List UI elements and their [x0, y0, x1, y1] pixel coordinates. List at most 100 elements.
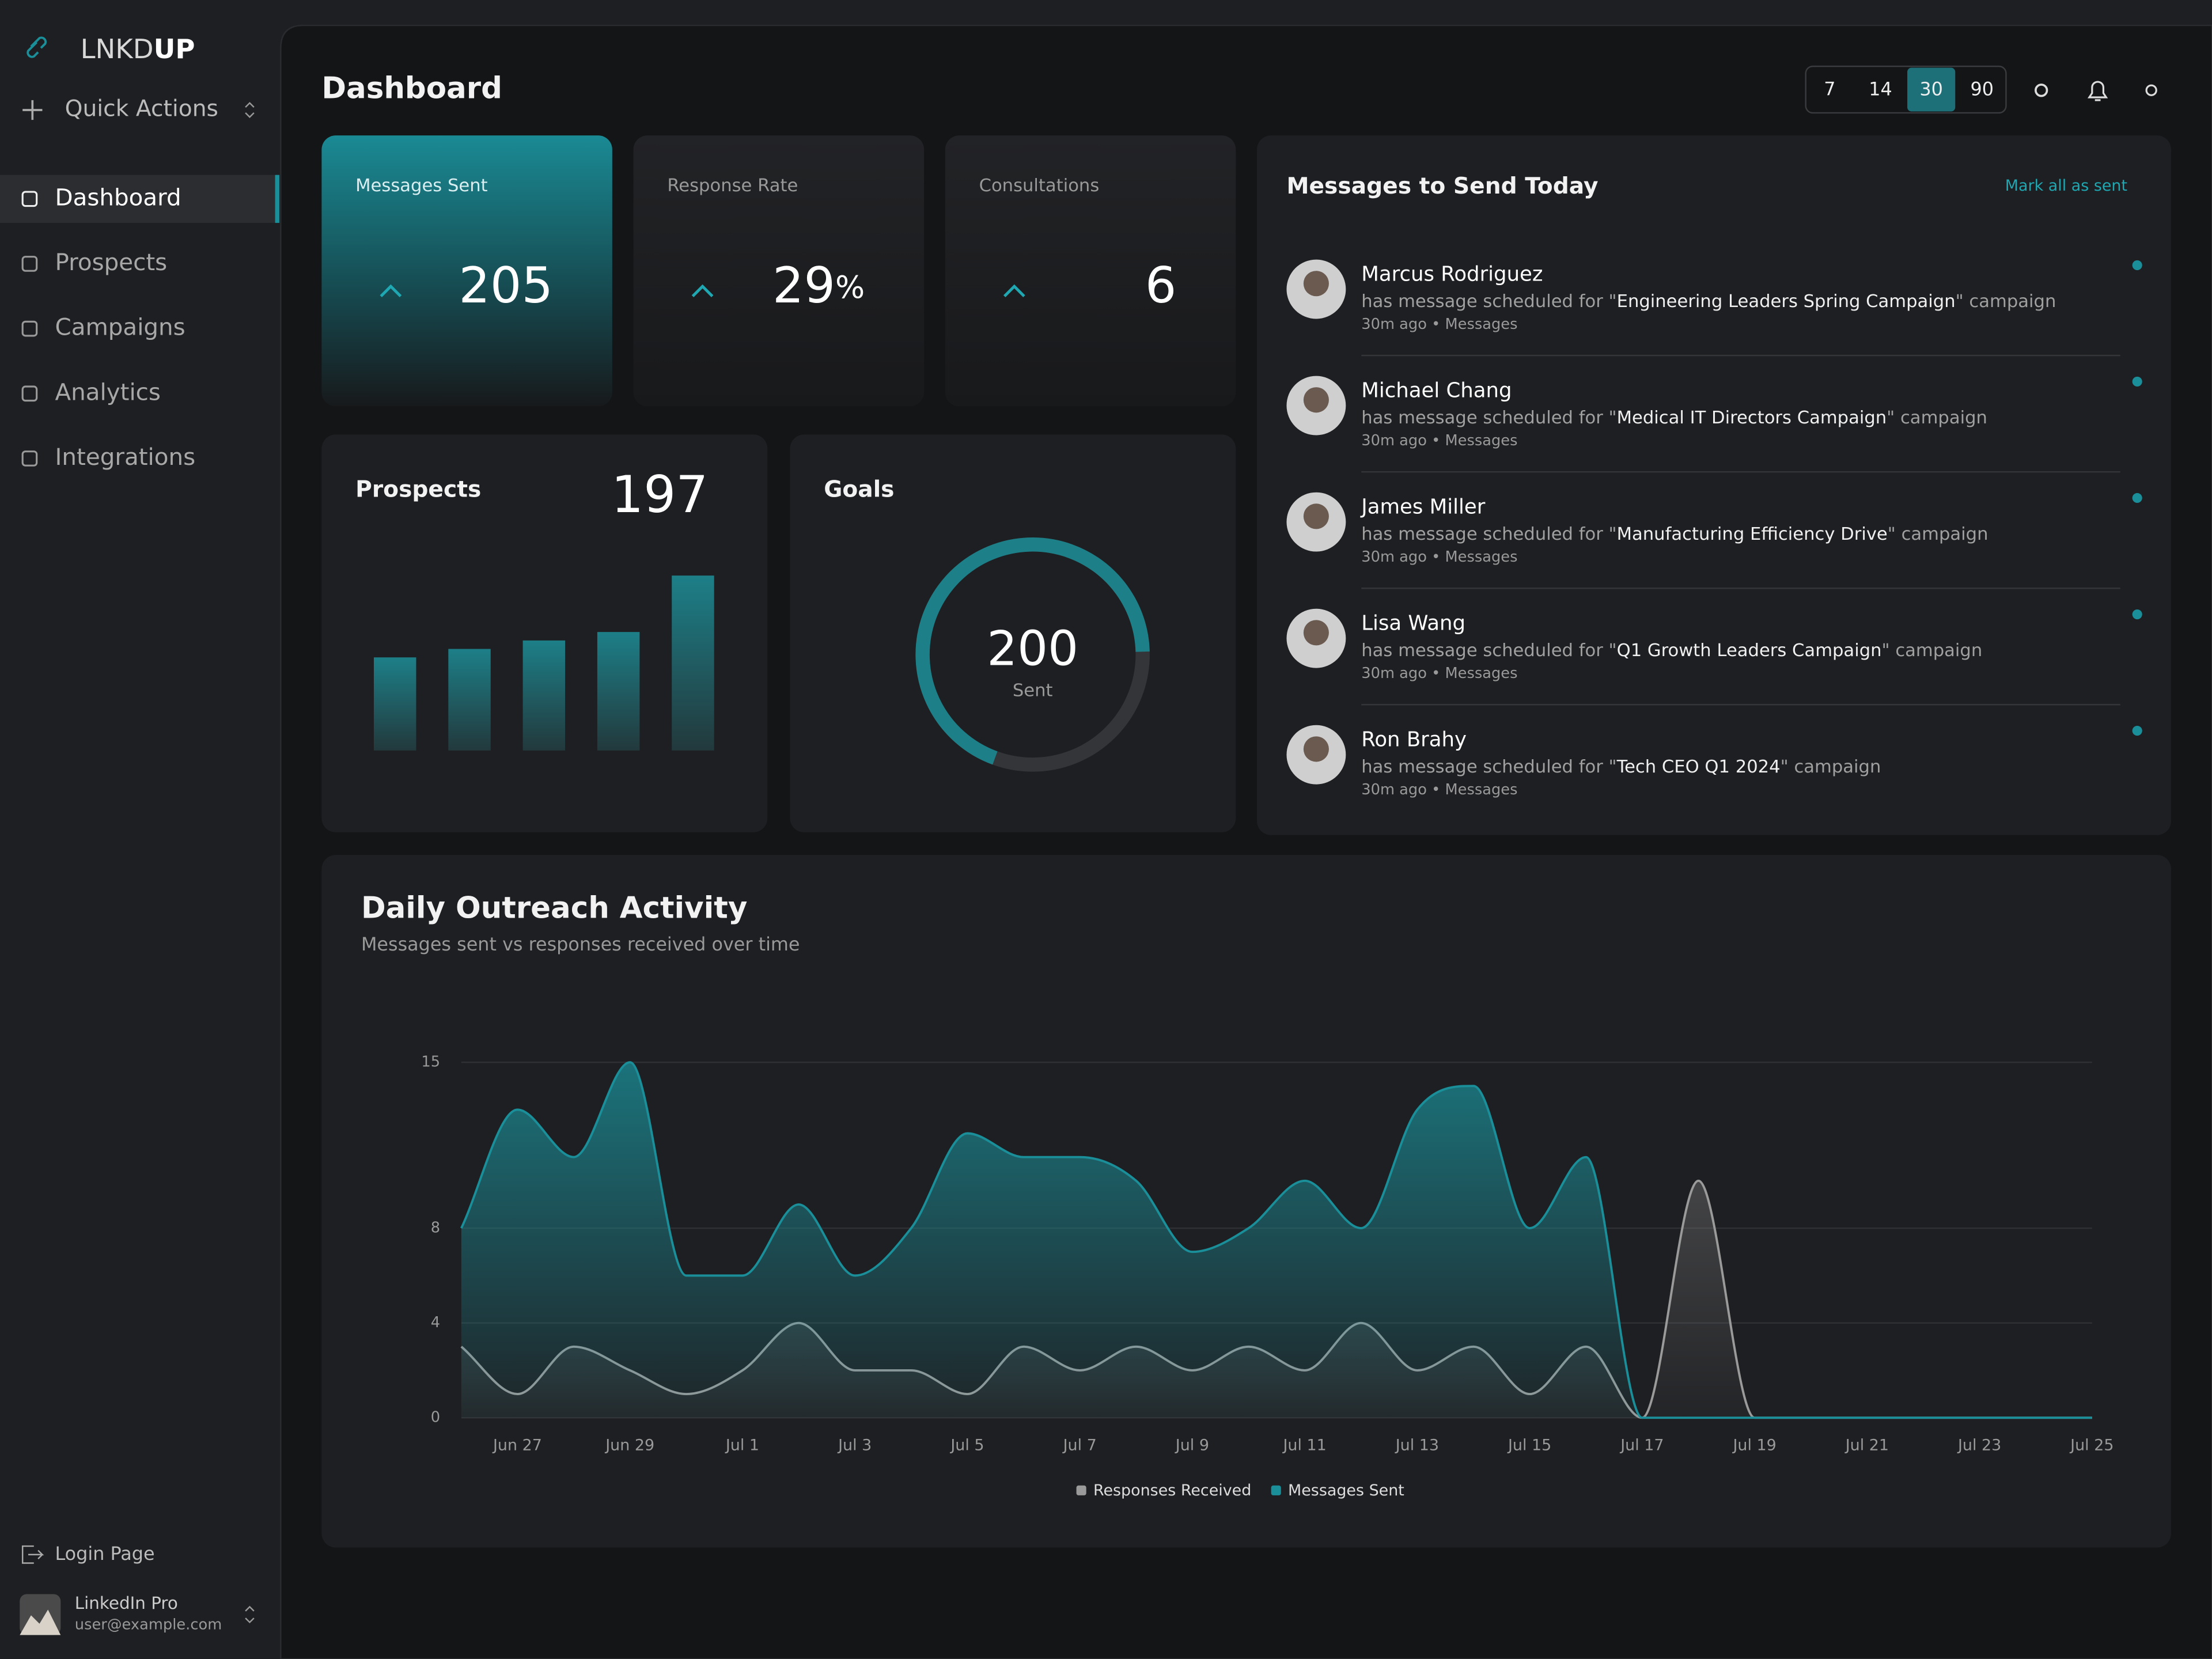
avatar-face — [1303, 620, 1329, 646]
campaign-name: Q1 Growth Leaders Campaign — [1617, 641, 1882, 661]
x-tick-label: Jul 3 — [837, 1437, 872, 1455]
message-detail: has message scheduled for "Manufacturing… — [1361, 524, 1988, 544]
page-title: Dashboard — [321, 71, 502, 106]
x-tick-label: Jul 9 — [1175, 1437, 1209, 1455]
x-tick-label: Jul 11 — [1282, 1437, 1326, 1455]
nav-active-bar — [275, 175, 279, 223]
settings-icon[interactable] — [2035, 84, 2048, 97]
prospect-name[interactable]: Marcus Rodriguez — [1361, 263, 1543, 286]
plus-icon — [22, 100, 43, 120]
x-tick-label: Jul 1 — [725, 1437, 759, 1455]
stat-number: 205 — [459, 257, 553, 315]
x-tick-label: Jul 25 — [2069, 1437, 2113, 1455]
brand-bold: UP — [154, 33, 195, 65]
stat-number: 6 — [1145, 257, 1177, 315]
prospect-name[interactable]: James Miller — [1360, 495, 1485, 519]
goal-progress — [915, 537, 1150, 772]
prospect-name[interactable]: Michael Chang — [1361, 379, 1512, 403]
detail-prefix: has message scheduled for " — [1361, 641, 1616, 661]
y-tick-label: 8 — [431, 1219, 440, 1237]
goal-caption: Sent — [1013, 681, 1053, 701]
series-area — [461, 1180, 2092, 1418]
range-button[interactable]: 90 — [1971, 78, 1994, 100]
nav-icon — [21, 191, 38, 207]
avatar-face — [1303, 271, 1329, 297]
legend-swatch — [1076, 1485, 1086, 1495]
detail-suffix: " campaign — [1887, 408, 1987, 428]
chart-title: Daily Outreach Activity — [361, 891, 747, 926]
unread-dot — [2132, 493, 2142, 503]
nav-item[interactable]: Dashboard — [55, 183, 181, 211]
avatar-face — [1303, 736, 1329, 762]
range-button[interactable]: 14 — [1869, 78, 1892, 100]
chart-subtitle: Messages sent vs responses received over… — [361, 933, 800, 955]
nav-item[interactable]: Campaigns — [55, 313, 185, 341]
bar — [672, 575, 714, 751]
stat-card — [945, 135, 1236, 407]
x-tick-label: Jul 15 — [1507, 1437, 1551, 1455]
card-title: Prospects — [355, 477, 481, 503]
prospects-card — [321, 434, 768, 832]
trend-up-icon — [691, 284, 714, 298]
nav-item[interactable]: Prospects — [55, 248, 168, 276]
message-meta: 30m ago • Messages — [1361, 548, 1517, 566]
prospects-total: 197 — [611, 465, 708, 524]
bell-icon[interactable] — [2087, 81, 2108, 101]
nav-icon — [21, 450, 38, 467]
unread-dot — [2132, 726, 2142, 736]
campaign-name: Engineering Leaders Spring Campaign — [1617, 291, 1956, 312]
message-detail: has message scheduled for "Engineering L… — [1361, 291, 2056, 312]
stat-card — [633, 135, 925, 407]
avatar-art — [20, 1609, 61, 1635]
message-meta: 30m ago • Messages — [1361, 781, 1517, 798]
chevron-icon[interactable] — [245, 1605, 255, 1624]
detail-prefix: has message scheduled for " — [1361, 524, 1616, 544]
user-email: user@example.com — [75, 1616, 222, 1634]
legend-label[interactable]: Messages Sent — [1288, 1482, 1404, 1499]
brand: LNKDUP — [81, 33, 195, 65]
nav: Dashboard Prospects Campaigns Analytics Inte… — [0, 175, 279, 471]
bar — [373, 657, 416, 751]
nav-item[interactable]: Analytics — [55, 378, 161, 406]
x-tick-label: Jul 13 — [1395, 1437, 1439, 1455]
y-tick-label: 4 — [431, 1314, 440, 1331]
logout-icon — [21, 1545, 44, 1564]
stat-value: 205 — [459, 257, 553, 315]
theme-icon[interactable] — [2145, 84, 2157, 96]
x-tick-label: Jul 23 — [1957, 1437, 2001, 1455]
prospect-name[interactable]: Lisa Wang — [1361, 612, 1465, 635]
range-button[interactable]: 7 — [1824, 78, 1835, 100]
detail-suffix: " campaign — [1888, 524, 1988, 544]
card-title: Goals — [824, 477, 894, 503]
avatar-face — [1303, 387, 1329, 413]
stat-label: Response Rate — [667, 176, 798, 196]
nav-icon — [21, 256, 38, 272]
avatar-face — [1303, 503, 1329, 529]
quick-actions[interactable]: Quick Actions — [65, 96, 218, 122]
detail-suffix: " campaign — [1956, 291, 2056, 312]
detail-suffix: " campaign — [1781, 757, 1881, 777]
goals-card — [790, 434, 1236, 832]
message-detail: has message scheduled for "Tech CEO Q1 2… — [1361, 757, 1881, 777]
x-tick-label: Jul 19 — [1732, 1437, 1776, 1455]
series-line — [460, 1061, 2092, 1419]
legend-label[interactable]: Responses Received — [1093, 1482, 1251, 1499]
prospect-name[interactable]: Ron Brahy — [1361, 728, 1467, 752]
mark-all-link[interactable]: Mark all as sent — [2005, 177, 2127, 195]
goal-value: 200 — [987, 620, 1078, 676]
chevron-icon — [245, 102, 255, 118]
bar — [522, 640, 566, 751]
message-detail: has message scheduled for "Q1 Growth Lea… — [1361, 641, 1982, 661]
nav-item[interactable]: Integrations — [55, 443, 196, 471]
stat-number: 29 — [772, 257, 835, 315]
logo-icon — [26, 36, 47, 58]
trend-up-icon — [380, 284, 402, 298]
detail-prefix: has message scheduled for " — [1361, 408, 1616, 428]
detail-suffix: " campaign — [1882, 641, 1983, 661]
login-link[interactable]: Login Page — [55, 1543, 155, 1565]
campaign-name: Manufacturing Efficiency Drive — [1617, 524, 1888, 544]
trend-up-icon — [1003, 284, 1025, 298]
stat-value: 6 — [1145, 257, 1177, 315]
range-button[interactable]: 30 — [1919, 78, 1943, 100]
nav-icon — [21, 320, 38, 337]
